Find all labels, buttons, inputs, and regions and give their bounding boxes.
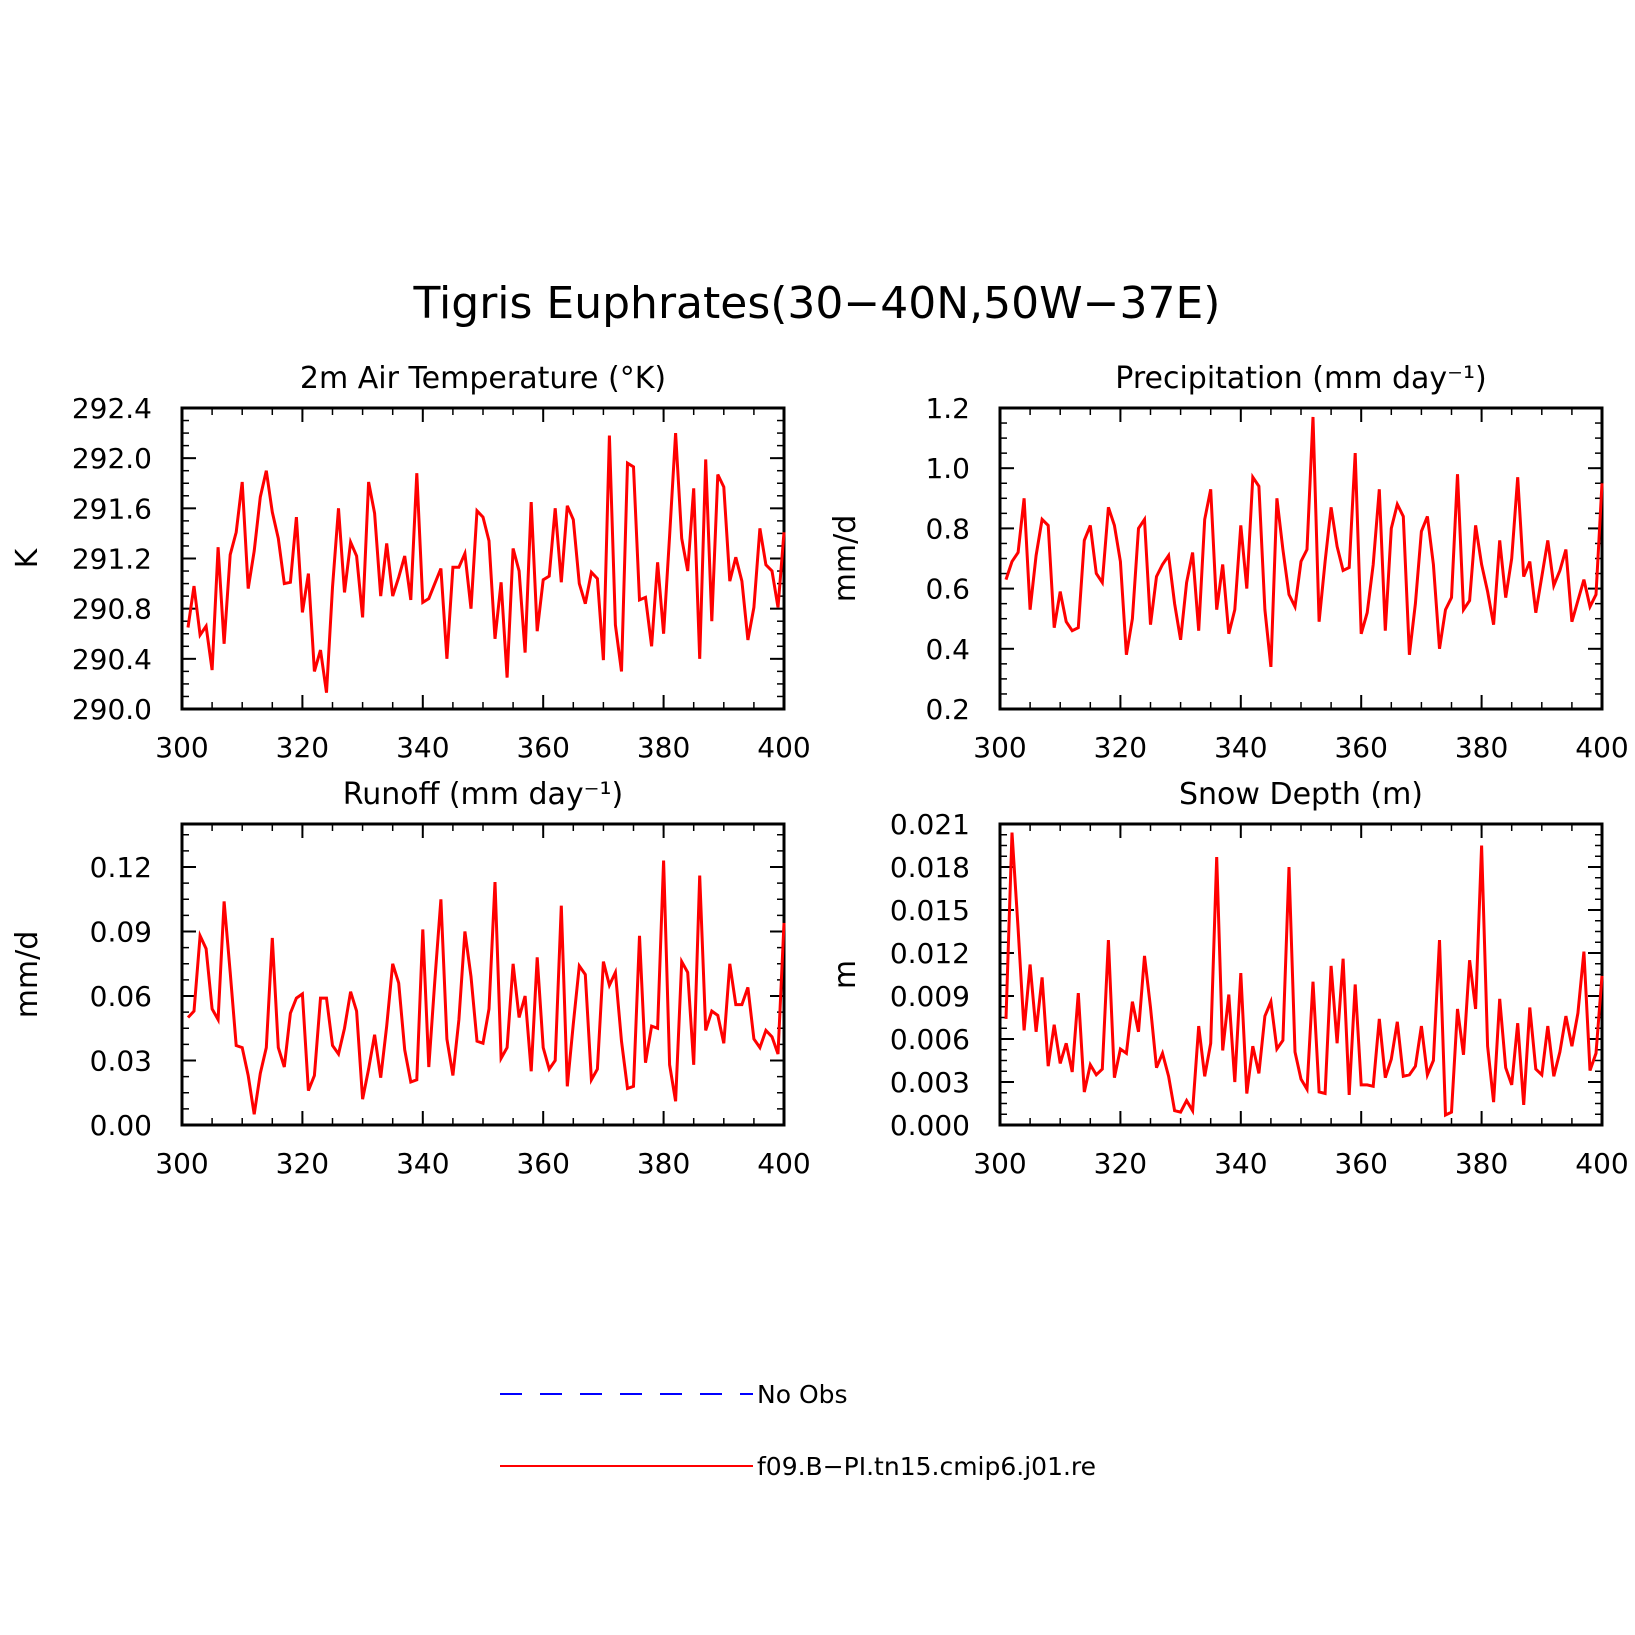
panel-3: Runoff (mm day⁻¹) 300 320 340 360 380 400 0.00 0… — [10, 777, 811, 1180]
legend-label-no-obs: No Obs — [757, 1380, 848, 1409]
panel-4-ytick-label-3: 0.009 — [890, 980, 970, 1013]
figure-title: Tigris Euphrates(30−40N,50W−37E) — [413, 278, 1221, 329]
panel-3-series-line-0 — [186, 860, 786, 1115]
panel-1-ytick-label-2: 290.8 — [72, 593, 152, 626]
panel-4-xtick-label-3: 360 — [1334, 1147, 1387, 1180]
panel-3-ytick-label-4: 0.12 — [90, 851, 152, 884]
panel-1-ylabel: K — [10, 547, 45, 568]
panel-1-ytick-label-0: 290.0 — [72, 693, 152, 726]
panel-3-frame — [180, 822, 786, 1127]
panel-4-ylabel: m — [828, 960, 863, 989]
panel-2-ytick-label-4: 1.0 — [925, 452, 970, 485]
panel-4-xtick-label-4: 380 — [1455, 1147, 1508, 1180]
panel-4-series-line-0 — [1004, 832, 1604, 1118]
panel-4-title: Snow Depth (m) — [1179, 777, 1423, 812]
legend-label-model: f09.B−PI.tn15.cmip6.j01.re — [757, 1452, 1096, 1481]
panel-3-xtick-label-3: 360 — [516, 1147, 569, 1180]
panel-1: 2m Air Temperature (°K) 300 320 340 360 380 40… — [10, 361, 811, 764]
panel-1-xtick-label-5: 400 — [757, 731, 810, 764]
panel-4-ytick-label-6: 0.018 — [890, 851, 970, 884]
panel-4-xtick-label-2: 340 — [1214, 1147, 1267, 1180]
panel-2-ytick-label-2: 0.6 — [925, 573, 970, 606]
panels: 2m Air Temperature (°K) 300 320 340 360 380 40… — [10, 361, 1629, 1180]
panel-3-ytick-label-0: 0.00 — [90, 1109, 152, 1142]
panel-2-xtick-label-1: 320 — [1094, 731, 1147, 764]
panel-1-frame — [180, 406, 786, 711]
panel-2-xtick-label-3: 360 — [1334, 731, 1387, 764]
panel-3-xtick-label-1: 320 — [276, 1147, 329, 1180]
panel-2-xtick-label-4: 380 — [1455, 731, 1508, 764]
panel-3-ytick-label-1: 0.03 — [90, 1045, 152, 1078]
panel-2-xtick-label-0: 300 — [973, 731, 1026, 764]
panel-4-ytick-label-0: 0.000 — [890, 1109, 970, 1142]
panel-2-ytick-label-1: 0.4 — [925, 633, 970, 666]
panel-1-ytick-label-1: 290.4 — [72, 643, 152, 676]
panel-1-ytick-label-5: 292.0 — [72, 442, 152, 475]
panel-2-ytick-label-5: 1.2 — [925, 392, 970, 425]
panel-4-ytick-label-4: 0.012 — [890, 937, 970, 970]
panel-2: Precipitation (mm day⁻¹) 300 320 340 360 380 4… — [828, 361, 1629, 764]
panel-1-ytick-label-6: 292.4 — [72, 392, 152, 425]
panel-1-ytick-label-3: 291.2 — [72, 543, 152, 576]
panel-2-xtick-label-2: 340 — [1214, 731, 1267, 764]
panel-3-xtick-label-4: 380 — [637, 1147, 690, 1180]
panel-1-xtick-label-2: 340 — [396, 731, 449, 764]
panel-4-ytick-label-1: 0.003 — [890, 1066, 970, 1099]
panel-3-xtick-label-0: 300 — [155, 1147, 208, 1180]
panel-3-xtick-label-5: 400 — [757, 1147, 810, 1180]
panel-1-title: 2m Air Temperature (°K) — [300, 361, 666, 396]
panel-2-series-line-0 — [1004, 416, 1604, 668]
panel-3-xtick-label-2: 340 — [396, 1147, 449, 1180]
panel-1-ytick-label-4: 291.6 — [72, 492, 152, 525]
legend: No Obs f09.B−PI.tn15.cmip6.j01.re — [500, 1380, 1096, 1481]
panel-4-ytick-label-5: 0.015 — [890, 894, 970, 927]
panel-3-ytick-label-3: 0.09 — [90, 916, 152, 949]
panel-4-xtick-label-1: 320 — [1094, 1147, 1147, 1180]
panel-1-xtick-label-4: 380 — [637, 731, 690, 764]
panel-2-ytick-label-3: 0.8 — [925, 512, 970, 545]
panel-2-ytick-label-0: 0.2 — [925, 693, 970, 726]
panel-2-ylabel: mm/d — [828, 515, 863, 603]
panel-1-series-line-0 — [186, 433, 786, 693]
panel-4-xtick-label-0: 300 — [973, 1147, 1026, 1180]
panel-4-ytick-label-2: 0.006 — [890, 1023, 970, 1056]
panel-1-xtick-label-1: 320 — [276, 731, 329, 764]
panel-4: Snow Depth (m) 300 320 340 360 380 400 0.000 0.0… — [828, 777, 1629, 1180]
panel-3-ylabel: mm/d — [10, 931, 45, 1019]
panel-4-ytick-label-7: 0.021 — [890, 808, 970, 841]
panel-1-xtick-label-0: 300 — [155, 731, 208, 764]
panel-1-xtick-label-3: 360 — [516, 731, 569, 764]
panel-3-ytick-label-2: 0.06 — [90, 980, 152, 1013]
panel-3-title: Runoff (mm day⁻¹) — [343, 777, 624, 812]
panel-4-xtick-label-5: 400 — [1575, 1147, 1628, 1180]
panel-2-title: Precipitation (mm day⁻¹) — [1115, 361, 1486, 396]
panel-2-xtick-label-5: 400 — [1575, 731, 1628, 764]
